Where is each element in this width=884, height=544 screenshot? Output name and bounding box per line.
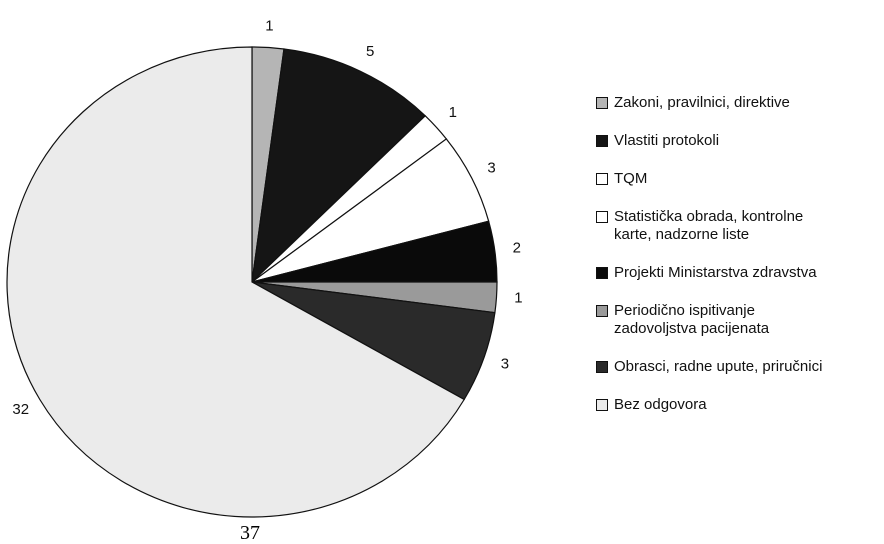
legend-label: Bez odgovora (614, 396, 707, 413)
legend-swatch (596, 361, 608, 373)
data-label: 1 (449, 104, 457, 121)
pie-slice (251, 48, 427, 284)
data-label: 1 (514, 290, 522, 307)
legend-swatch (596, 135, 608, 147)
legend-label: Statistička obrada, kontrolne karte, nad… (614, 208, 804, 243)
legend-label: Vlastiti protokoli (614, 132, 720, 149)
legend-item: Projekti Ministarstva zdravstva (596, 264, 817, 282)
legend-item: Vlastiti protokoli (596, 132, 719, 150)
data-label: 3 (501, 355, 509, 372)
data-label: 32 (12, 401, 29, 418)
pie-slice (6, 46, 466, 518)
data-label: 3 (487, 160, 495, 177)
legend-item: TQM (596, 170, 647, 188)
legend-label: Projekti Ministarstva zdravstva (614, 264, 817, 281)
data-label: 5 (366, 43, 374, 60)
legend-label: TQM (614, 170, 648, 187)
data-label: 1 (265, 17, 273, 34)
legend-label: Periodično ispitivanje zadovoljstva paci… (614, 302, 770, 337)
legend-swatch (596, 173, 608, 185)
page-number: 37 (240, 522, 260, 544)
legend-item: Zakoni, pravilnici, direktive (596, 94, 790, 112)
legend-item: Periodično ispitivanje zadovoljstva paci… (596, 302, 769, 338)
legend-swatch (596, 97, 608, 109)
legend-item: Statistička obrada, kontrolne karte, nad… (596, 208, 803, 244)
data-label: 2 (513, 240, 521, 257)
legend-item: Bez odgovora (596, 396, 707, 414)
legend-swatch (596, 305, 608, 317)
legend-swatch (596, 211, 608, 223)
legend-swatch (596, 267, 608, 279)
legend-label: Zakoni, pravilnici, direktive (614, 94, 790, 111)
legend-item: Obrasci, radne upute, priručnici (596, 358, 822, 376)
legend-label: Obrasci, radne upute, priručnici (614, 358, 823, 375)
legend-swatch (596, 399, 608, 411)
